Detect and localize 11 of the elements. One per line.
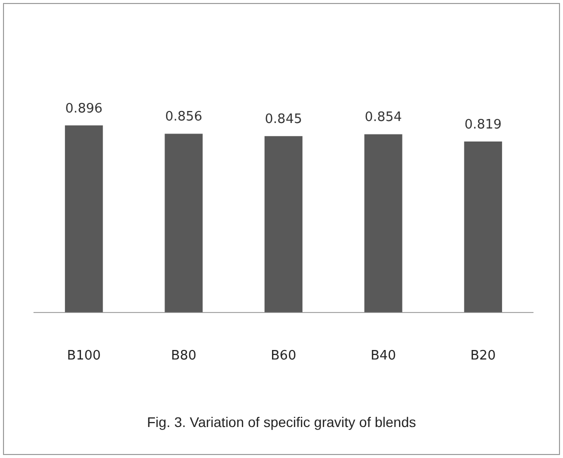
- data-label: 0.845: [264, 112, 302, 127]
- x-tick-label: B100: [67, 348, 101, 364]
- caption: Fig. 3. Variation of specific gravity of blends: [146, 414, 417, 430]
- x-tick-label: B80: [170, 348, 196, 364]
- x-tick-label: B20: [470, 348, 496, 364]
- x-tick-label: B60: [270, 348, 296, 364]
- data-label: 0.896: [65, 101, 103, 116]
- data-label: 0.819: [464, 117, 502, 132]
- data-label: 0.854: [364, 110, 402, 126]
- x-tick-label: B40: [370, 348, 396, 364]
- data-label: 0.856: [165, 110, 202, 125]
